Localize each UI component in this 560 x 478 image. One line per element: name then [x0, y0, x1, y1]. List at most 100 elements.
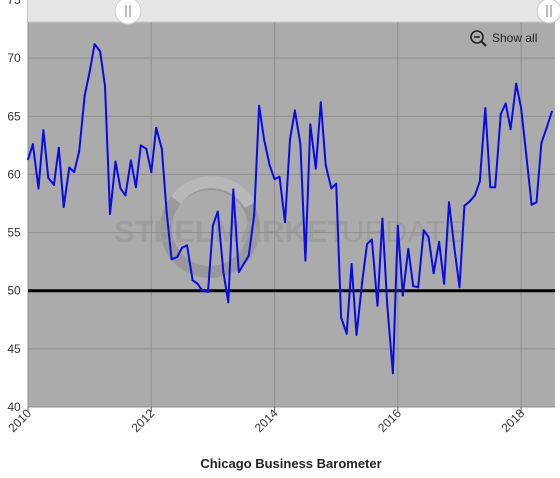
data-point: [324, 164, 327, 167]
data-point: [68, 166, 71, 169]
show-all-button[interactable]: Show all: [464, 26, 548, 50]
y-tick-label: 60: [7, 167, 21, 181]
data-point: [381, 217, 384, 220]
series-group: [27, 43, 553, 375]
data-point: [309, 123, 312, 126]
data-point: [222, 271, 225, 274]
data-point: [289, 138, 291, 141]
data-point: [366, 243, 368, 246]
data-point: [494, 186, 497, 189]
x-tick-label: 2016: [375, 406, 404, 435]
data-point: [448, 201, 450, 204]
data-point: [99, 50, 102, 53]
data-point: [509, 128, 512, 131]
data-point: [499, 113, 502, 115]
data-point: [227, 301, 230, 304]
data-point: [432, 272, 435, 275]
data-point: [145, 147, 148, 150]
data-point: [484, 107, 487, 110]
data-point: [109, 213, 111, 215]
data-point: [546, 125, 548, 128]
data-point: [114, 160, 117, 163]
data-point: [191, 279, 194, 282]
grip-icon-right[interactable]: [536, 0, 560, 24]
data-point: [550, 110, 553, 113]
y-tick-label: 75: [7, 0, 21, 7]
y-tick-label: 65: [7, 109, 21, 123]
data-point: [150, 171, 153, 174]
data-point: [186, 244, 188, 247]
data-point: [37, 187, 40, 190]
data-point: [299, 143, 302, 146]
watermark-swoosh-icon: [171, 176, 256, 209]
data-point: [314, 167, 317, 170]
data-point: [407, 247, 410, 250]
watermark-text-right: UPDATE: [342, 214, 465, 249]
data-point: [242, 263, 245, 265]
data-point: [412, 285, 415, 288]
y-axis-ticks: 40 45 50 55 60 65 70 75: [7, 0, 21, 414]
data-point: [525, 151, 527, 154]
y-tick-label: 55: [7, 226, 21, 240]
data-point: [129, 159, 132, 162]
data-point: [427, 236, 430, 239]
data-point: [42, 129, 45, 132]
data-point: [83, 94, 86, 97]
data-point: [530, 203, 533, 206]
data-point: [211, 224, 214, 227]
data-point: [119, 187, 122, 190]
data-point: [27, 158, 29, 161]
grip-icon[interactable]: [114, 0, 142, 25]
x-tick-label: 2014: [252, 406, 281, 435]
x-tick-label: 2018: [498, 406, 527, 435]
data-point: [520, 107, 523, 110]
slider-handle-left[interactable]: [114, 0, 142, 25]
chart-title: Chicago Business Barometer: [200, 456, 381, 471]
data-point: [345, 332, 348, 335]
data-point: [489, 186, 492, 189]
data-point: [453, 247, 456, 250]
data-point: [355, 333, 358, 336]
data-point: [165, 211, 168, 214]
data-point: [396, 224, 399, 227]
navigator-track[interactable]: [28, 0, 555, 22]
zoom-out-icon[interactable]: [470, 30, 487, 47]
data-point: [504, 102, 507, 105]
data-point: [376, 304, 379, 307]
data-point: [330, 187, 333, 190]
data-point: [93, 43, 96, 46]
data-point: [273, 178, 276, 181]
data-point: [216, 210, 219, 213]
y-tick-label: 70: [7, 51, 21, 65]
slider-handle-right[interactable]: [536, 0, 560, 24]
data-point: [52, 183, 55, 186]
data-point: [237, 271, 240, 274]
show-all-label[interactable]: Show all: [492, 31, 537, 45]
data-point: [31, 143, 34, 146]
data-point: [201, 289, 204, 292]
data-point: [134, 186, 137, 189]
data-point: [401, 294, 404, 297]
data-point: [88, 71, 91, 74]
data-point: [293, 109, 296, 112]
x-tick-label: 2012: [129, 406, 158, 435]
data-point: [139, 144, 142, 147]
data-point: [181, 246, 184, 249]
y-tick-label: 40: [7, 400, 21, 414]
data-point: [263, 138, 266, 141]
x-axis-ticks: 2010 2012 2014 2016 2018: [5, 406, 527, 435]
data-point: [247, 254, 250, 257]
data-point: [386, 304, 389, 307]
data-point: [468, 200, 471, 203]
data-point: [422, 229, 425, 232]
data-point: [340, 316, 343, 319]
data-point: [124, 194, 127, 197]
data-point: [361, 281, 364, 284]
data-point: [253, 214, 256, 217]
data-point: [155, 126, 158, 129]
data-point: [57, 146, 60, 149]
data-point: [335, 182, 338, 185]
y-tick-label: 50: [7, 284, 21, 298]
